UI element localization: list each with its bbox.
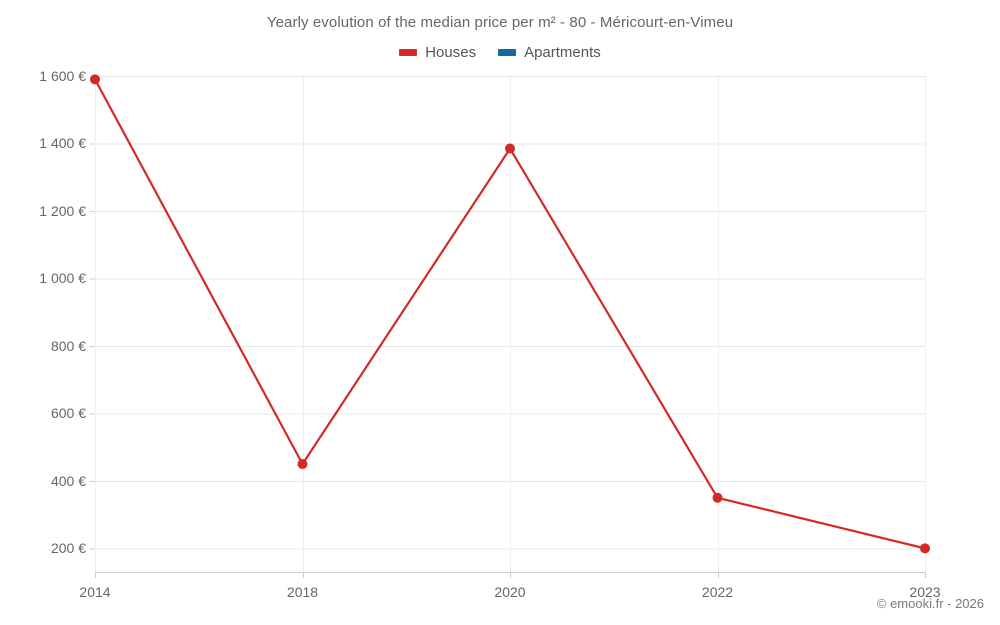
y-tick-label: 800 € [50, 337, 86, 354]
legend-swatch-houses [399, 49, 418, 56]
chart-credits: © emooki.fr - 2026 [876, 596, 984, 611]
data-point-houses[interactable] [297, 459, 308, 470]
legend-label-apartments: Apartments [524, 44, 601, 61]
data-point-houses[interactable] [920, 543, 930, 554]
x-tick-label: 2018 [286, 584, 319, 600]
y-tick-label: 1 400 € [39, 135, 86, 152]
legend-label-houses: Houses [425, 44, 477, 61]
legend-item-apartments[interactable]: Apartments [498, 44, 601, 61]
y-tick-label: 1 600 € [39, 68, 86, 84]
x-tick-label: 2014 [79, 584, 111, 600]
y-tick-label: 1 200 € [39, 202, 86, 219]
legend-swatch-apartments [498, 49, 517, 56]
plot-svg [90, 74, 930, 578]
y-axis: 200 € 400 € 600 € 800 € 1 000 € 1 200 € 1 400 … [0, 0, 86, 625]
y-tick-label: 600 € [50, 405, 86, 422]
data-point-houses[interactable] [712, 492, 723, 503]
legend-item-houses[interactable]: Houses [399, 44, 476, 61]
data-point-houses[interactable] [505, 143, 515, 154]
chart-legend: Houses Apartments [0, 44, 1000, 61]
data-point-houses[interactable] [90, 74, 100, 85]
chart-title: Yearly evolution of the median price per… [266, 14, 734, 31]
x-tick-label: 2020 [494, 584, 526, 600]
y-tick-label: 1 000 € [39, 270, 86, 287]
y-tick-label: 400 € [50, 472, 86, 489]
x-tick-label: 2023 [909, 584, 941, 600]
x-tick-label: 2022 [701, 584, 734, 600]
y-tick-label: 200 € [50, 540, 86, 557]
plot-area [90, 74, 930, 578]
